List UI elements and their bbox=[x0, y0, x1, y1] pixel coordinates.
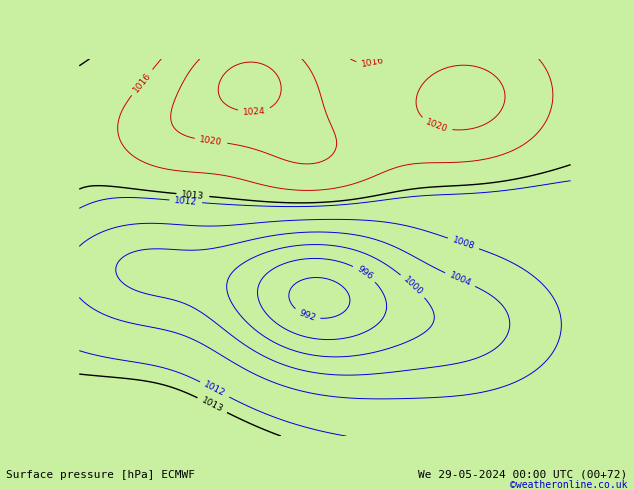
Text: 1000: 1000 bbox=[401, 275, 424, 297]
Text: ©weatheronline.co.uk: ©weatheronline.co.uk bbox=[510, 480, 628, 490]
Text: 992: 992 bbox=[297, 308, 316, 323]
Text: 1024: 1024 bbox=[243, 107, 266, 117]
Text: 1012: 1012 bbox=[202, 380, 227, 399]
Text: 1016: 1016 bbox=[360, 56, 385, 69]
Text: 996: 996 bbox=[355, 265, 374, 282]
Text: Surface pressure [hPa] ECMWF: Surface pressure [hPa] ECMWF bbox=[6, 470, 195, 480]
Text: 1020: 1020 bbox=[199, 135, 223, 147]
Text: 1013: 1013 bbox=[181, 190, 205, 200]
Text: We 29-05-2024 00:00 UTC (00+72): We 29-05-2024 00:00 UTC (00+72) bbox=[418, 470, 628, 480]
Text: 1004: 1004 bbox=[448, 271, 472, 289]
Text: 1013: 1013 bbox=[200, 396, 224, 414]
Text: 1020: 1020 bbox=[424, 118, 449, 134]
Text: 1016: 1016 bbox=[131, 71, 153, 94]
Text: 1012: 1012 bbox=[174, 196, 198, 207]
Text: 1008: 1008 bbox=[451, 236, 476, 251]
